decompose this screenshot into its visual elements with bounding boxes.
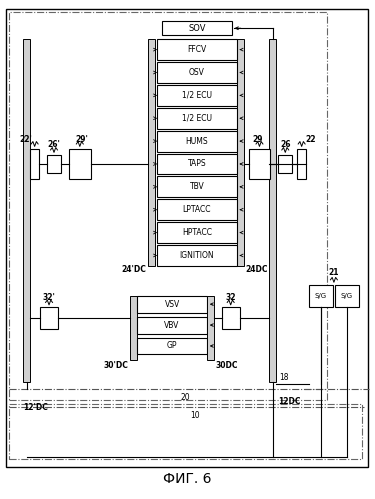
Bar <box>278 155 292 173</box>
Bar <box>9 12 327 400</box>
Bar <box>237 39 244 266</box>
Bar <box>335 285 359 307</box>
Bar <box>157 85 237 106</box>
Text: 24'DC: 24'DC <box>122 265 146 274</box>
Text: 22: 22 <box>305 135 316 144</box>
Text: HPTACC: HPTACC <box>182 228 212 237</box>
Bar <box>249 149 270 179</box>
Text: IGNITION: IGNITION <box>180 251 214 260</box>
Text: 26': 26' <box>48 141 60 150</box>
Text: 1/2 ECU: 1/2 ECU <box>182 114 212 123</box>
Text: TAPS: TAPS <box>188 160 206 169</box>
Bar <box>297 149 306 179</box>
Bar <box>157 245 237 266</box>
Bar <box>40 307 58 329</box>
Text: 24DC: 24DC <box>246 265 268 274</box>
Text: 29: 29 <box>252 135 263 144</box>
Bar <box>137 296 207 313</box>
Bar <box>222 307 240 329</box>
Text: 32: 32 <box>225 293 236 302</box>
Text: HUMS: HUMS <box>186 137 208 146</box>
Bar <box>269 39 276 382</box>
Bar <box>157 177 237 197</box>
Text: VBV: VBV <box>164 320 180 329</box>
Text: 29': 29' <box>75 135 88 144</box>
Text: LPTACC: LPTACC <box>183 205 211 214</box>
Bar <box>157 154 237 175</box>
Bar <box>23 39 30 382</box>
Bar <box>157 108 237 129</box>
Text: 32': 32' <box>43 293 56 302</box>
Bar <box>47 155 61 173</box>
Text: 26: 26 <box>280 141 291 150</box>
Text: 1/2 ECU: 1/2 ECU <box>182 91 212 100</box>
Bar <box>157 39 237 60</box>
Text: 30DC: 30DC <box>216 361 238 370</box>
Text: 12'DC: 12'DC <box>23 403 48 412</box>
Bar <box>309 285 333 307</box>
Text: 20: 20 <box>180 393 190 402</box>
Bar <box>162 21 232 35</box>
Text: FFCV: FFCV <box>187 45 207 54</box>
Text: 12DC: 12DC <box>278 397 301 406</box>
Text: OSV: OSV <box>189 68 205 77</box>
Text: S/G: S/G <box>315 293 327 299</box>
Text: SOV: SOV <box>188 24 206 33</box>
Text: S/G: S/G <box>341 293 353 299</box>
Bar <box>137 317 207 333</box>
Text: ФИГ. 6: ФИГ. 6 <box>163 472 211 486</box>
Bar <box>9 404 362 459</box>
Text: 21: 21 <box>328 268 339 277</box>
Bar <box>137 337 207 354</box>
Bar <box>130 296 137 360</box>
Bar <box>157 62 237 83</box>
Bar <box>157 131 237 152</box>
Text: TBV: TBV <box>189 182 204 191</box>
Text: 30'DC: 30'DC <box>104 361 129 370</box>
Bar <box>30 149 39 179</box>
Text: 18: 18 <box>279 373 289 382</box>
Text: 22': 22' <box>19 135 32 144</box>
Bar <box>69 149 91 179</box>
Text: GP: GP <box>167 341 177 350</box>
Text: VSV: VSV <box>165 300 180 309</box>
Bar <box>157 199 237 220</box>
Bar <box>148 39 155 266</box>
Text: 10: 10 <box>190 411 200 420</box>
Bar <box>157 222 237 243</box>
Bar <box>207 296 214 360</box>
